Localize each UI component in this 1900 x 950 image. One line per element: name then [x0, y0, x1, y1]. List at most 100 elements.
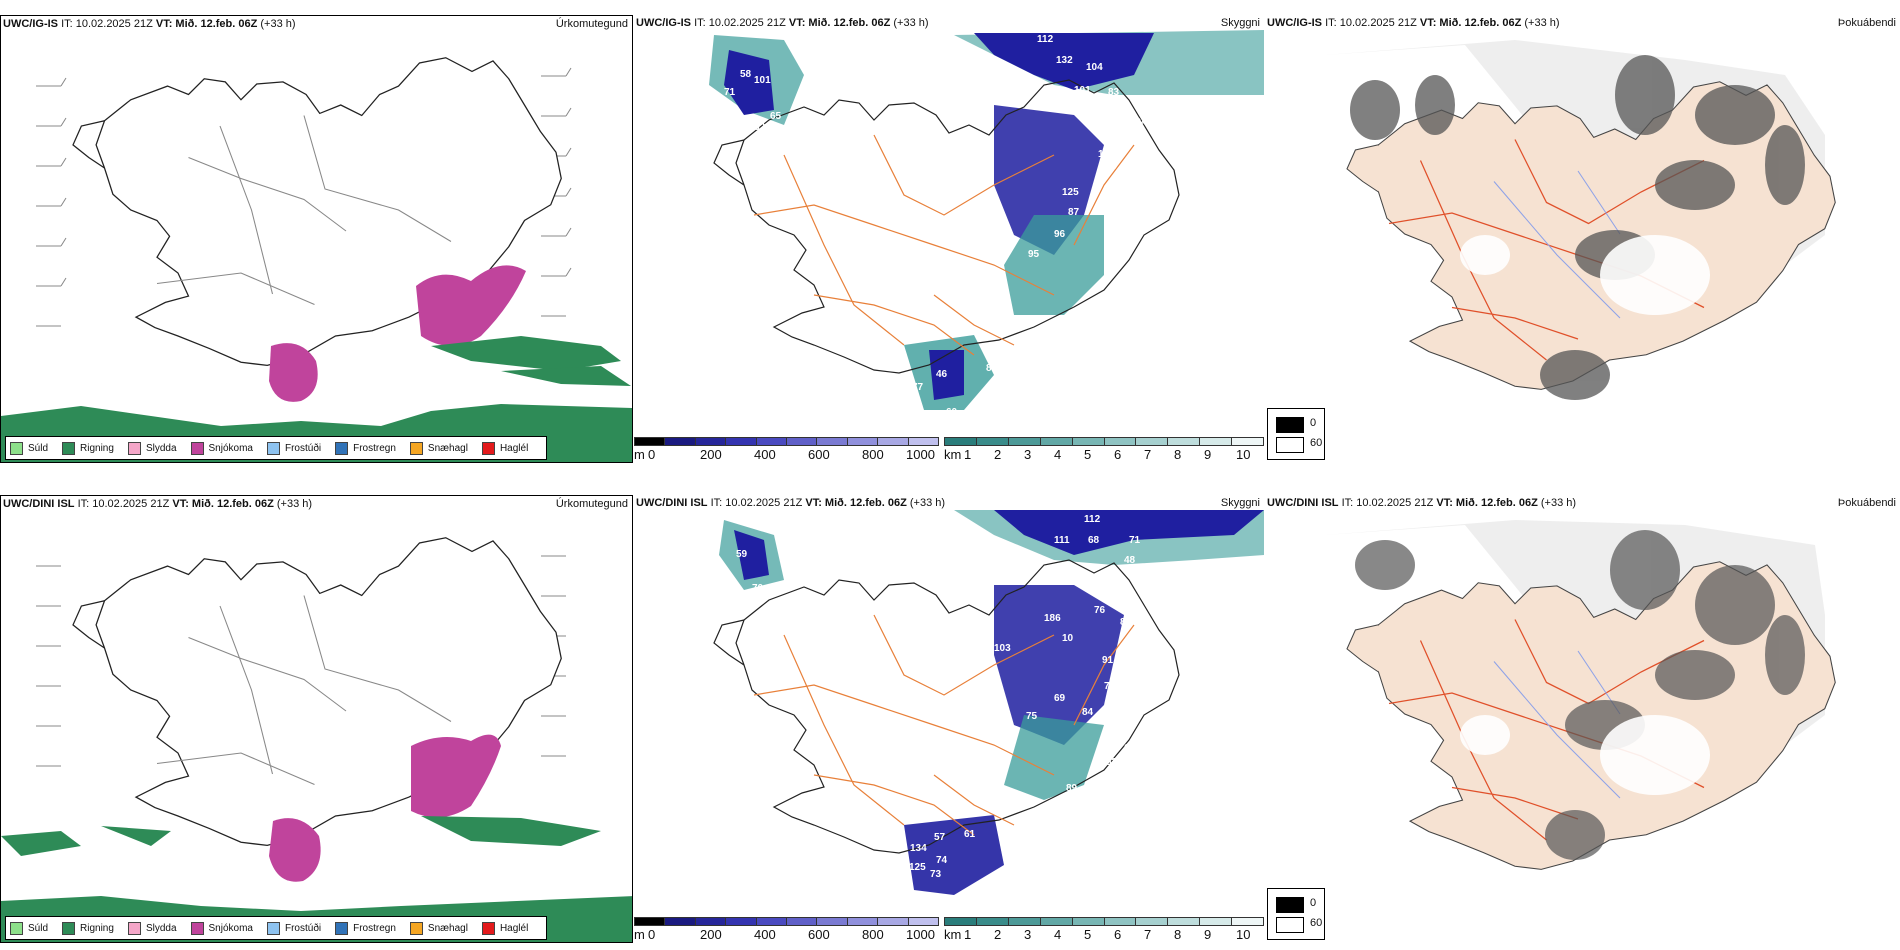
legend-item-haglel: Haglél: [481, 441, 528, 455]
panel-header: UWC/DINI ISL IT: 10.02.2025 21Z VT: Mið.…: [3, 498, 313, 510]
svg-text:70: 70: [752, 583, 764, 594]
legend-item-rigning: Rigning: [62, 441, 114, 455]
svg-text:71: 71: [1129, 535, 1141, 546]
svg-text:10: 10: [1062, 633, 1074, 644]
svg-text:71: 71: [1144, 579, 1156, 590]
rain-area: [1, 816, 601, 856]
panel-header: UWC/DINI ISL IT: 10.02.2025 21Z VT: Mið.…: [1267, 497, 1577, 509]
svg-text:88: 88: [1120, 617, 1132, 628]
svg-text:95: 95: [1028, 249, 1040, 260]
panel-title: Skyggni: [1220, 497, 1260, 509]
svg-text:81: 81: [1174, 619, 1186, 630]
svg-text:76: 76: [1094, 605, 1106, 616]
svg-text:125: 125: [1062, 187, 1079, 198]
fog-map-row1: UWC/IG-IS IT: 10.02.2025 21Z VT: Mið. 12…: [1265, 15, 1900, 463]
legend-item-slydda: Slydda: [127, 441, 177, 455]
rain-area: [431, 336, 621, 371]
svg-text:56: 56: [1124, 279, 1136, 290]
legend-item-snaehagl: Snæhagl: [409, 921, 468, 935]
svg-text:132: 132: [1056, 55, 1073, 66]
svg-text:67: 67: [1154, 602, 1166, 613]
panel-title: Þokuábendi: [1837, 497, 1896, 509]
svg-text:103: 103: [994, 643, 1011, 654]
svg-text:46: 46: [936, 369, 948, 380]
svg-text:84: 84: [986, 363, 998, 374]
svg-text:83: 83: [1108, 87, 1120, 98]
panel-header: UWC/IG-IS IT: 10.02.2025 21Z VT: Mið. 12…: [3, 18, 296, 30]
rain-area: [501, 366, 631, 386]
fog-legend-row1: 0 60: [1267, 408, 1325, 460]
svg-text:61: 61: [964, 829, 976, 840]
svg-text:57: 57: [934, 832, 946, 843]
svg-text:104: 104: [1130, 117, 1147, 128]
svg-text:101: 101: [754, 75, 771, 86]
svg-text:61: 61: [1124, 743, 1136, 754]
legend-item-frostudi: Frostúði: [266, 921, 321, 935]
cloudbase-vis-map-row2: 112 111 68 71 48 116 71 59 70 76 88 67 81 56 186 1…: [634, 495, 1264, 943]
svg-text:60: 60: [946, 407, 958, 418]
svg-text:89: 89: [1066, 783, 1078, 794]
svg-text:104: 104: [1086, 62, 1103, 73]
svg-text:77: 77: [912, 382, 924, 393]
legend-item-frostregn: Frostregn: [335, 441, 396, 455]
svg-text:135: 135: [1100, 161, 1117, 172]
panel-title: Úrkomutegund: [555, 498, 628, 510]
snow-area: [269, 343, 318, 402]
svg-text:111: 111: [1054, 535, 1070, 546]
legend-item-frostudi: Frostúði: [266, 441, 321, 455]
precip-legend: Súld Rigning Slydda Snjókoma Frostúði Fr…: [5, 436, 548, 460]
svg-text:128: 128: [1062, 323, 1079, 334]
svg-text:71: 71: [724, 87, 736, 98]
panel-header: UWC/DINI ISL IT: 10.02.2025 21Z VT: Mið.…: [636, 497, 946, 509]
svg-text:68: 68: [1088, 535, 1100, 546]
fog-map-row2: UWC/DINI ISL IT: 10.02.2025 21Z VT: Mið.…: [1265, 495, 1900, 943]
legend-item-frostregn: Frostregn: [335, 921, 396, 935]
svg-text:106: 106: [1098, 149, 1115, 160]
fog-legend-row2: 0 60: [1267, 888, 1325, 940]
svg-text:87: 87: [1068, 207, 1080, 218]
fog-map-svg: [1325, 520, 1836, 870]
svg-text:73: 73: [930, 869, 942, 880]
svg-text:141: 141: [874, 751, 891, 762]
svg-text:186: 186: [1044, 613, 1061, 624]
legend-item-rigning: Rigning: [62, 921, 114, 935]
svg-text:95: 95: [1086, 793, 1098, 804]
svg-text:74: 74: [936, 855, 948, 866]
svg-text:62: 62: [754, 122, 766, 133]
snow-area: [411, 734, 501, 818]
legend-item-haglel: Haglél: [481, 921, 528, 935]
precip-map-svg: [1, 537, 632, 942]
svg-text:52: 52: [1106, 757, 1118, 768]
snow-area: [416, 265, 526, 346]
precip-map-row2: UWC/DINI ISL IT: 10.02.2025 21Z VT: Mið.…: [0, 495, 633, 943]
svg-text:134: 134: [910, 843, 927, 854]
legend-item-suld: Súld: [10, 441, 48, 455]
svg-text:125: 125: [909, 862, 926, 873]
panel-title: Úrkomutegund: [555, 18, 628, 30]
cloudbase-vis-map-row1: 112 132 104 101 101 83 58 71 65 62 104 86 106 135…: [634, 15, 1264, 463]
svg-text:86: 86: [1144, 157, 1156, 168]
svg-text:59: 59: [736, 549, 748, 560]
svg-text:69: 69: [1054, 693, 1066, 704]
panel-header: UWC/IG-IS IT: 10.02.2025 21Z VT: Mið. 12…: [636, 17, 929, 29]
svg-text:48: 48: [1124, 555, 1136, 566]
precip-legend: Súld Rigning Slydda Snjókoma Frostúði Fr…: [5, 916, 548, 940]
svg-text:112: 112: [1037, 34, 1054, 45]
legend-item-snaehagl: Snæhagl: [409, 441, 468, 455]
svg-text:99: 99: [1064, 799, 1076, 810]
svg-text:73: 73: [1104, 295, 1116, 306]
cloud-map-svg: 112 111 68 71 48 116 71 59 70 76 88 67 81 56 186 1…: [713, 510, 1264, 895]
svg-text:116: 116: [1194, 559, 1211, 570]
svg-text:91: 91: [1102, 655, 1114, 666]
panel-header: UWC/IG-IS IT: 10.02.2025 21Z VT: Mið. 12…: [1267, 17, 1560, 29]
svg-text:101: 101: [1074, 85, 1091, 96]
snow-area: [269, 818, 321, 882]
svg-text:84: 84: [1082, 707, 1094, 718]
legend-item-suld: Súld: [10, 921, 48, 935]
precip-map-row1: UWC/IG-IS IT: 10.02.2025 21Z VT: Mið. 12…: [0, 15, 633, 463]
svg-text:120: 120: [1122, 783, 1139, 794]
svg-text:72: 72: [1104, 681, 1116, 692]
fog-map-svg: [1325, 40, 1836, 400]
